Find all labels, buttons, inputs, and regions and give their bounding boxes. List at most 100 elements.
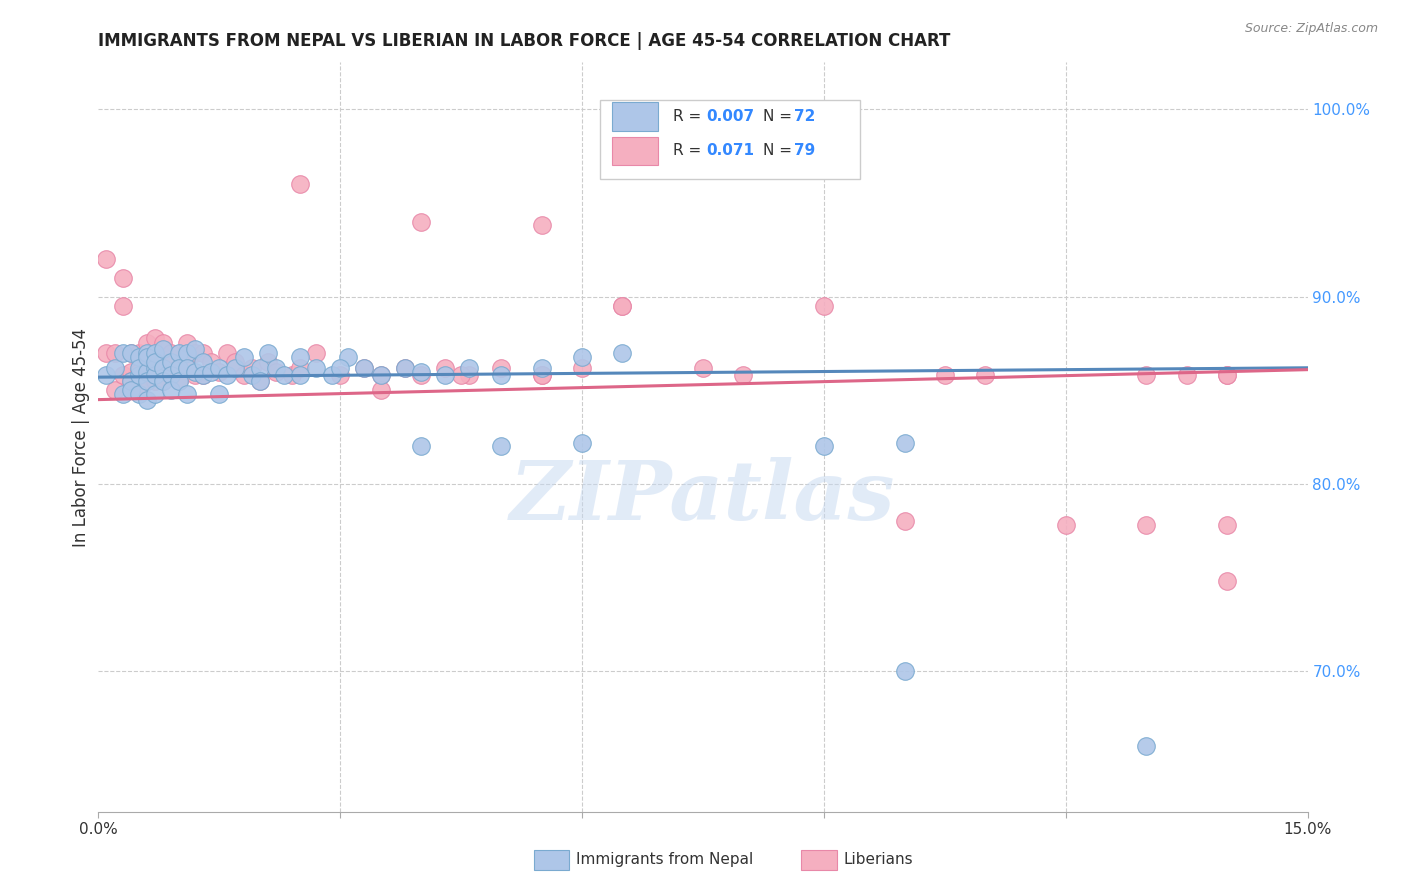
Point — [370, 368, 392, 383]
Point — [152, 374, 174, 388]
Text: N =: N = — [763, 109, 797, 124]
Point — [893, 514, 915, 528]
Point — [120, 374, 142, 388]
Point — [143, 345, 166, 359]
Point — [176, 336, 198, 351]
Point — [176, 360, 198, 375]
Point — [128, 364, 150, 378]
Text: Source: ZipAtlas.com: Source: ZipAtlas.com — [1244, 22, 1378, 36]
Point — [152, 360, 174, 375]
Point — [193, 368, 215, 383]
Point — [135, 360, 157, 375]
Point — [193, 355, 215, 369]
Point — [135, 364, 157, 378]
Point — [143, 387, 166, 401]
Point — [120, 364, 142, 378]
Point — [264, 364, 287, 378]
Text: 72: 72 — [793, 109, 815, 124]
Point — [176, 345, 198, 359]
Point — [184, 368, 207, 383]
Point — [491, 439, 513, 453]
Point — [128, 345, 150, 359]
Point — [135, 345, 157, 359]
FancyBboxPatch shape — [613, 103, 658, 130]
Point — [409, 439, 432, 453]
Point — [152, 355, 174, 369]
Point — [135, 392, 157, 407]
Text: IMMIGRANTS FROM NEPAL VS LIBERIAN IN LABOR FORCE | AGE 45-54 CORRELATION CHART: IMMIGRANTS FROM NEPAL VS LIBERIAN IN LAB… — [98, 32, 950, 50]
Point — [143, 360, 166, 375]
Point — [288, 360, 311, 375]
Point — [111, 270, 134, 285]
Point — [152, 342, 174, 356]
Point — [458, 360, 481, 375]
Point — [240, 360, 263, 375]
Point — [256, 355, 278, 369]
Point — [143, 355, 166, 369]
Point — [120, 345, 142, 359]
Point — [184, 342, 207, 356]
Point — [217, 345, 239, 359]
Point — [491, 368, 513, 383]
Text: 0.071: 0.071 — [707, 144, 755, 159]
Point — [1135, 739, 1157, 753]
Point — [409, 214, 432, 228]
Point — [733, 368, 755, 383]
Point — [1216, 574, 1239, 589]
Point — [288, 368, 311, 383]
Point — [103, 360, 125, 375]
Point — [288, 350, 311, 364]
Point — [530, 219, 553, 233]
Point — [96, 345, 118, 359]
Point — [143, 331, 166, 345]
Point — [184, 364, 207, 378]
Point — [111, 299, 134, 313]
Point — [120, 345, 142, 359]
Point — [143, 364, 166, 378]
Point — [458, 368, 481, 383]
Point — [193, 368, 215, 383]
Point — [103, 345, 125, 359]
Point — [370, 383, 392, 397]
Point — [256, 345, 278, 359]
Point — [135, 374, 157, 388]
Point — [184, 345, 207, 359]
Point — [450, 368, 472, 383]
Point — [353, 360, 375, 375]
Point — [249, 374, 271, 388]
Point — [152, 336, 174, 351]
Point — [305, 360, 328, 375]
Point — [612, 345, 634, 359]
Point — [934, 368, 956, 383]
Point — [329, 360, 352, 375]
Point — [491, 360, 513, 375]
Point — [321, 368, 343, 383]
Point — [893, 435, 915, 450]
Point — [692, 360, 714, 375]
Point — [240, 368, 263, 383]
Point — [394, 360, 416, 375]
Point — [208, 360, 231, 375]
Point — [264, 360, 287, 375]
Point — [128, 360, 150, 375]
Point — [160, 345, 183, 359]
Point — [167, 360, 190, 375]
Point — [143, 345, 166, 359]
Point — [103, 383, 125, 397]
Point — [160, 383, 183, 397]
Point — [612, 299, 634, 313]
Point — [232, 368, 254, 383]
Point — [232, 350, 254, 364]
Point — [571, 435, 593, 450]
Point — [120, 383, 142, 397]
Text: 79: 79 — [793, 144, 815, 159]
Text: 0.007: 0.007 — [707, 109, 755, 124]
Point — [1216, 368, 1239, 383]
Text: Liberians: Liberians — [844, 853, 914, 867]
Point — [813, 299, 835, 313]
Point — [1135, 368, 1157, 383]
Point — [1216, 368, 1239, 383]
Point — [111, 368, 134, 383]
Text: R =: R = — [672, 109, 706, 124]
Y-axis label: In Labor Force | Age 45-54: In Labor Force | Age 45-54 — [72, 327, 90, 547]
